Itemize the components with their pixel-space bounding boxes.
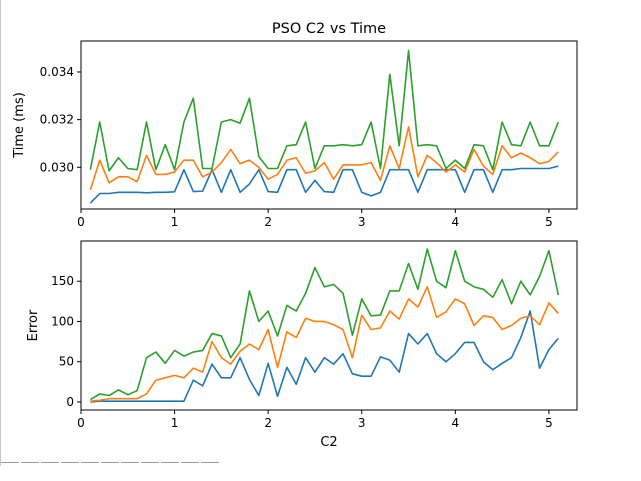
y-tick-label: 100	[51, 314, 74, 328]
y-tick-label: 0	[66, 395, 74, 409]
x-tick-label: 2	[264, 215, 272, 229]
series-line-1	[89, 165, 559, 204]
x-tick-label: 3	[358, 416, 366, 430]
y-tick-label: 50	[59, 355, 74, 369]
y-tick-label: 0.030	[40, 160, 74, 174]
x-tick-label: 5	[545, 416, 553, 430]
x-tick-label: 5	[545, 215, 553, 229]
x-tick-label: 1	[171, 416, 179, 430]
time-axes: 0 1 2 3 4 5 0.030 0.032 0.034 PSO C2 vs Time Time …	[12, 21, 578, 229]
y-tick-label: 0.034	[40, 65, 74, 79]
window-left-border	[0, 0, 1, 466]
y-axis-label: Time (ms)	[12, 92, 27, 159]
bottom-toolbar-strip	[0, 462, 240, 466]
x-tick-label: 1	[171, 215, 179, 229]
y-tick-label: 150	[51, 274, 74, 288]
axes-frame	[80, 40, 578, 210]
axes-frame	[80, 240, 578, 411]
x-tick-label: 2	[264, 416, 272, 430]
y-axis-label: Error	[26, 309, 41, 341]
series-line-3	[89, 49, 560, 172]
x-tick-label: 4	[452, 215, 460, 229]
series-line-1	[90, 310, 559, 403]
series-line-2	[89, 125, 559, 191]
x-tick-label: 3	[358, 215, 366, 229]
series-line-2	[90, 286, 559, 402]
x-tick-label: 0	[77, 215, 85, 229]
figure: 0 1 2 3 4 5 0.030 0.032 0.034 PSO C2 vs Time Time …	[12, 21, 578, 450]
x-tick-label: 0	[77, 416, 85, 430]
x-axis-label: C2	[320, 435, 337, 450]
chart-title: PSO C2 vs Time	[272, 21, 386, 37]
series-line-3	[89, 248, 560, 401]
y-tick-label: 0.032	[40, 113, 74, 127]
x-tick-label: 4	[452, 416, 460, 430]
